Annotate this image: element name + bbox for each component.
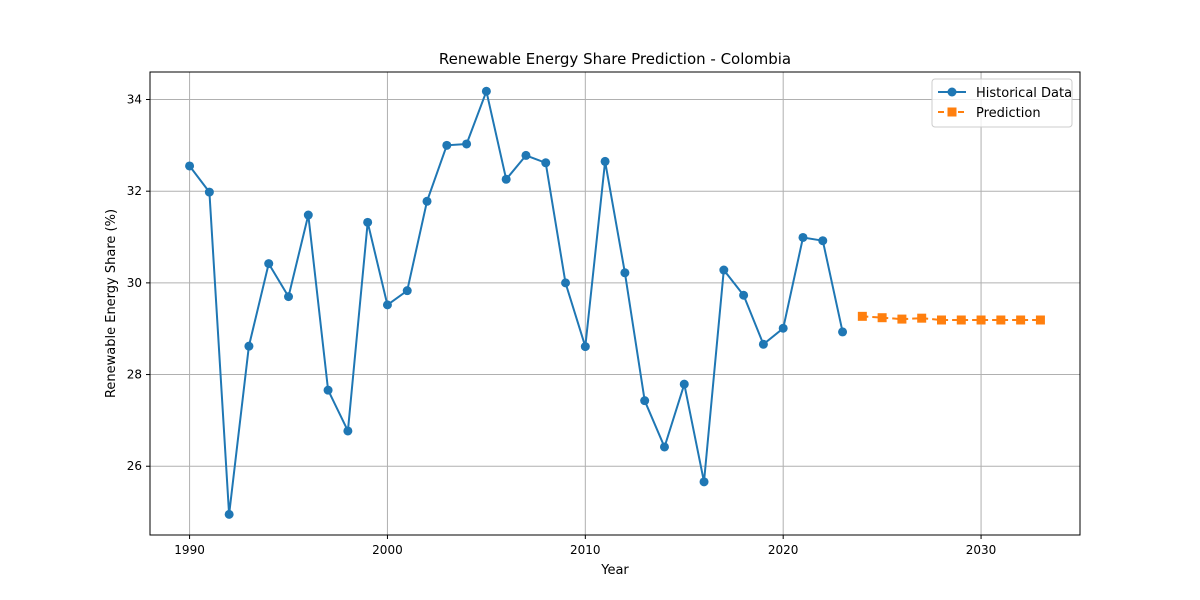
historical-point: [679, 379, 689, 389]
x-tick-label: 2020: [768, 543, 799, 557]
historical-point: [264, 259, 274, 269]
historical-point: [838, 327, 848, 337]
prediction-point: [996, 315, 1006, 325]
historical-point: [422, 196, 432, 206]
prediction-point: [956, 315, 966, 325]
historical-point: [521, 150, 531, 160]
x-tick-label: 2000: [372, 543, 403, 557]
historical-point: [224, 509, 234, 519]
historical-point: [778, 323, 788, 333]
legend-label: Prediction: [976, 106, 1041, 121]
legend-label: Historical Data: [976, 86, 1072, 101]
y-tick-label: 26: [127, 459, 142, 473]
historical-point: [659, 442, 669, 452]
y-tick-label: 30: [127, 276, 142, 290]
historical-point: [481, 86, 491, 96]
historical-point: [758, 339, 768, 349]
prediction-point: [917, 313, 927, 323]
y-tick-label: 28: [127, 368, 142, 382]
historical-point: [640, 396, 650, 406]
historical-point: [561, 278, 571, 288]
historical-point: [185, 161, 195, 171]
y-tick-label: 32: [127, 184, 142, 198]
historical-point: [699, 477, 709, 487]
historical-point: [244, 341, 254, 351]
historical-point: [363, 217, 373, 227]
historical-point: [303, 210, 313, 220]
historical-point: [798, 232, 808, 242]
prediction-point: [877, 313, 887, 323]
historical-point: [541, 158, 551, 168]
prediction-point: [897, 314, 907, 324]
historical-point: [402, 286, 412, 296]
historical-point: [462, 139, 472, 149]
historical-point: [501, 174, 511, 184]
plot-area-frame: [149, 71, 1081, 536]
historical-point: [442, 140, 452, 150]
y-axis-title: Renewable Energy Share (%): [104, 209, 119, 398]
legend-marker-square: [947, 107, 957, 117]
prediction-point: [936, 315, 946, 325]
x-tick-label: 1990: [174, 543, 205, 557]
prediction-point: [1016, 315, 1026, 325]
historical-point: [382, 300, 392, 310]
prediction-point: [857, 311, 867, 321]
x-tick-label: 2010: [570, 543, 601, 557]
legend-marker-circle: [947, 87, 957, 97]
x-tick-label: 2030: [966, 543, 997, 557]
legend: Historical Data Prediction: [931, 78, 1073, 128]
historical-point: [323, 385, 333, 395]
chart-title: Renewable Energy Share Prediction - Colo…: [439, 50, 791, 68]
axis-ticks: 1990 2000 2010 2020 2030 26 28 30 32 34: [127, 93, 997, 557]
historical-point: [284, 292, 294, 302]
legend-box: [931, 78, 1073, 128]
y-tick-label: 34: [127, 93, 142, 107]
historical-point: [204, 187, 214, 197]
historical-point: [818, 236, 828, 246]
historical-point: [620, 268, 630, 278]
historical-point: [739, 290, 749, 300]
historical-point: [343, 426, 353, 436]
x-axis-title: Year: [600, 563, 629, 578]
series-line-0: [188, 87, 844, 515]
prediction-point: [1035, 315, 1045, 325]
historical-point: [580, 342, 590, 352]
historical-point: [600, 156, 610, 166]
series-layer: [185, 86, 1045, 519]
historical-point: [719, 265, 729, 275]
prediction-point: [976, 315, 986, 325]
